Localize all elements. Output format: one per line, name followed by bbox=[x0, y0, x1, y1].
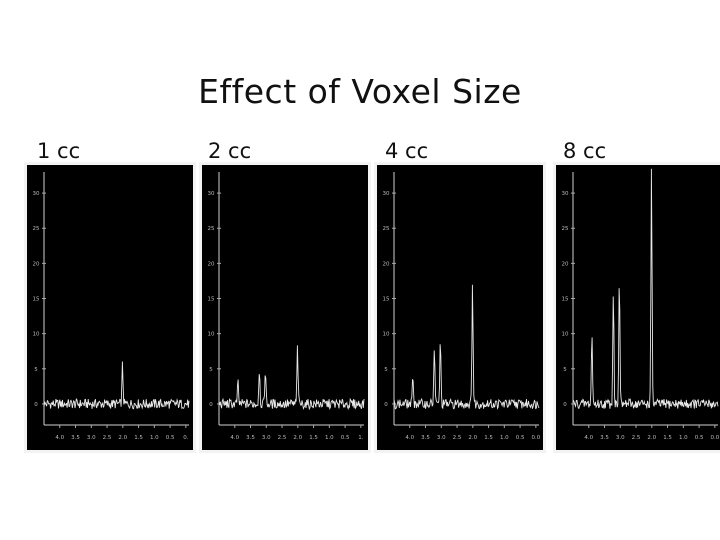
y-tick-label: 15 bbox=[383, 297, 390, 303]
panel-label-3: 4 cc bbox=[385, 139, 429, 163]
x-tick-label: 3.5 bbox=[246, 435, 255, 441]
spectrum-chart-1cc: 0 5 10 15 20 25 30 4.0 3.5 3.0 2.5 2.0 1.5 1.0 0.5 0. bbox=[27, 165, 193, 450]
x-tick-label: 1.0 bbox=[500, 435, 509, 441]
y-tick-label: 15 bbox=[208, 297, 215, 303]
y-tick-label: 5 bbox=[34, 367, 38, 373]
x-tick-label: 2.5 bbox=[453, 435, 462, 441]
x-tick-label: 2.0 bbox=[118, 435, 127, 441]
slide-title: Effect of Voxel Size bbox=[198, 72, 522, 111]
y-tick-label: 20 bbox=[33, 261, 40, 267]
y-tick-label: 30 bbox=[33, 191, 40, 197]
spectrum-panel-4cc: 0 5 10 15 20 25 30 4.0 3.5 3.0 2.5 2.0 1.5 1.0 0.5 0.0 bbox=[374, 162, 546, 453]
y-tick-label: 20 bbox=[562, 261, 569, 267]
y-tick-label: 25 bbox=[33, 226, 40, 232]
spectrum-line bbox=[218, 345, 365, 411]
y-tick-label: 0 bbox=[384, 402, 388, 408]
x-tick-label: 0.5 bbox=[166, 435, 175, 441]
x-tick-label: 1.0 bbox=[325, 435, 334, 441]
y-tick-label: 25 bbox=[562, 226, 569, 232]
x-tick-label: 3.0 bbox=[616, 435, 625, 441]
x-tick-label: 1.5 bbox=[663, 435, 672, 441]
x-tick-label: 0. bbox=[183, 435, 188, 441]
x-tick-label: 2.0 bbox=[468, 435, 477, 441]
spectrum-line bbox=[393, 284, 540, 410]
y-tick-label: 30 bbox=[208, 191, 215, 197]
plot-background bbox=[377, 165, 543, 450]
spectrum-panel-2cc: 0 5 10 15 20 25 30 4.0 3.5 3.0 2.5 2.0 1.5 1.0 0.5 1. bbox=[199, 162, 371, 453]
x-tick-label: 1.0 bbox=[679, 435, 688, 441]
x-tick-label: 3.0 bbox=[262, 435, 271, 441]
y-tick-label: 10 bbox=[208, 332, 215, 338]
x-tick-label: 4.0 bbox=[230, 435, 239, 441]
x-tick-label: 3.5 bbox=[71, 435, 80, 441]
x-tick-label: 0.5 bbox=[341, 435, 350, 441]
x-tick-label: 0.0 bbox=[710, 435, 719, 441]
y-tick-label: 30 bbox=[562, 191, 569, 197]
x-tick-label: 3.5 bbox=[600, 435, 609, 441]
panel-label-2: 2 cc bbox=[208, 139, 252, 163]
spectrum-line bbox=[572, 168, 719, 410]
x-tick-label: 3.5 bbox=[421, 435, 430, 441]
spectrum-chart-8cc: 0 5 10 15 20 25 30 4.0 3.5 3.0 2.5 2.0 1.5 1.0 0.5 0.0 bbox=[556, 165, 720, 450]
y-tick-label: 10 bbox=[562, 332, 569, 338]
y-tick-label: 10 bbox=[383, 332, 390, 338]
y-tick-label: 15 bbox=[33, 297, 40, 303]
y-tick-label: 0 bbox=[563, 402, 567, 408]
x-tick-label: 4.0 bbox=[584, 435, 593, 441]
spectrum-panel-8cc: 0 5 10 15 20 25 30 4.0 3.5 3.0 2.5 2.0 1.5 1.0 0.5 0.0 bbox=[553, 162, 720, 453]
y-tick-label: 30 bbox=[383, 191, 390, 197]
panel-label-1: 1 cc bbox=[37, 139, 81, 163]
y-tick-label: 0 bbox=[209, 402, 213, 408]
x-tick-label: 2.5 bbox=[278, 435, 287, 441]
y-tick-label: 20 bbox=[208, 261, 215, 267]
x-tick-label: 1.5 bbox=[134, 435, 143, 441]
spectrum-line bbox=[43, 361, 190, 410]
x-tick-label: 4.0 bbox=[55, 435, 64, 441]
y-tick-label: 5 bbox=[563, 367, 567, 373]
spectrum-chart-2cc: 0 5 10 15 20 25 30 4.0 3.5 3.0 2.5 2.0 1.5 1.0 0.5 1. bbox=[202, 165, 368, 450]
x-tick-label: 1.0 bbox=[150, 435, 159, 441]
x-tick-label: 1.5 bbox=[309, 435, 318, 441]
x-tick-label: 2.0 bbox=[647, 435, 656, 441]
spectrum-chart-4cc: 0 5 10 15 20 25 30 4.0 3.5 3.0 2.5 2.0 1.5 1.0 0.5 0.0 bbox=[377, 165, 543, 450]
y-tick-label: 25 bbox=[208, 226, 215, 232]
y-tick-label: 5 bbox=[384, 367, 388, 373]
x-tick-label: 3.0 bbox=[87, 435, 96, 441]
x-tick-label: 1. bbox=[358, 435, 363, 441]
panel-label-4: 8 cc bbox=[563, 139, 607, 163]
y-tick-label: 20 bbox=[383, 261, 390, 267]
x-tick-label: 3.0 bbox=[437, 435, 446, 441]
x-tick-label: 0.5 bbox=[516, 435, 525, 441]
x-tick-label: 1.5 bbox=[484, 435, 493, 441]
x-tick-label: 0.0 bbox=[531, 435, 540, 441]
spectrum-panel-1cc: 0 5 10 15 20 25 30 4.0 3.5 3.0 2.5 2.0 1.5 1.0 0.5 0. bbox=[24, 162, 196, 453]
x-tick-label: 0.5 bbox=[695, 435, 704, 441]
x-tick-label: 2.5 bbox=[632, 435, 641, 441]
y-tick-label: 15 bbox=[562, 297, 569, 303]
x-tick-label: 2.0 bbox=[293, 435, 302, 441]
x-tick-label: 4.0 bbox=[405, 435, 414, 441]
y-tick-label: 10 bbox=[33, 332, 40, 338]
y-tick-label: 25 bbox=[383, 226, 390, 232]
y-tick-label: 0 bbox=[34, 402, 38, 408]
y-tick-label: 5 bbox=[209, 367, 213, 373]
x-tick-label: 2.5 bbox=[103, 435, 112, 441]
